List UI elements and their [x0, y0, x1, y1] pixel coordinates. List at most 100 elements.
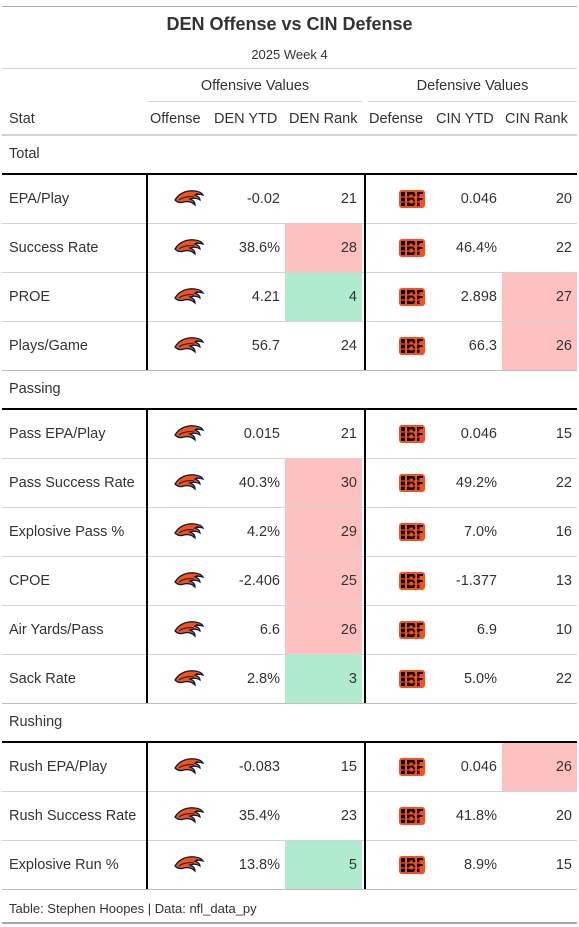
broncos-logo-icon: [148, 557, 230, 605]
group-header-total: Total: [2, 136, 577, 174]
den-ytd-cell: 2.8%: [214, 655, 285, 703]
den-ytd-cell-value: 4.2%: [246, 524, 280, 540]
table-row: Plays/Game 56.7 24 66.3 26: [2, 322, 577, 371]
cin-ytd-cell: 0.046: [436, 410, 502, 458]
den-rank-cell-value: 25: [340, 573, 357, 589]
group-header-rushing: Rushing: [2, 704, 577, 742]
stat-cell-value: Pass EPA/Play: [9, 426, 106, 442]
cin-rank-cell: 26: [502, 322, 577, 370]
row-divider: [2, 654, 577, 655]
table-row: Sack Rate 2.8% 3 5.0% 22: [2, 655, 577, 704]
col-header-stat: Stat: [9, 111, 35, 127]
bottom-rule: [2, 922, 577, 924]
den-ytd-cell: -0.02: [214, 175, 285, 223]
cin-rank-cell-value: 15: [555, 857, 572, 873]
cin-ytd-cell: 41.8%: [436, 792, 502, 840]
cin-rank-cell-value: 20: [555, 808, 572, 824]
cin-ytd-cell-value: 2.898: [460, 289, 497, 305]
table-row: Success Rate 38.6% 28 46.4% 22: [2, 224, 577, 273]
cin-rank-cell-value: 26: [555, 338, 572, 354]
cin-ytd-cell: 6.9: [436, 606, 502, 654]
table-row: Explosive Run % 13.8% 5 8.9% 15: [2, 841, 577, 890]
cin-rank-cell-value: 20: [555, 191, 572, 207]
group-header-passing: Passing: [2, 371, 577, 409]
row-divider: [2, 272, 577, 273]
stat-cell-value: Explosive Run %: [9, 857, 119, 873]
table-row: Pass EPA/Play 0.015 21 0.046 15: [2, 410, 577, 459]
table-row: Air Yards/Pass 6.6 26 6.9 10: [2, 606, 577, 655]
stat-cell-value: Rush EPA/Play: [9, 759, 108, 775]
defense-divider-line: [364, 742, 366, 889]
den-ytd-cell-value: 13.8%: [238, 857, 280, 873]
cin-rank-cell-value: 27: [555, 289, 572, 305]
den-ytd-cell-value: -0.083: [238, 759, 280, 775]
broncos-logo-icon: [148, 655, 230, 703]
row-divider: [2, 458, 577, 459]
den-rank-cell: 25: [285, 557, 362, 605]
den-rank-cell: 30: [285, 459, 362, 507]
table-row: Rush Success Rate 35.4% 23 41.8% 20: [2, 792, 577, 841]
den-ytd-cell-value: 4.21: [251, 289, 280, 305]
den-rank-cell-value: 21: [340, 426, 357, 442]
den-rank-cell-value: 30: [340, 475, 357, 491]
group-top-rule: [2, 741, 577, 743]
bengals-logo-icon: [366, 175, 458, 223]
cin-ytd-cell: 66.3: [436, 322, 502, 370]
cin-ytd-cell-value: 7.0%: [463, 524, 497, 540]
broncos-logo-icon: [148, 273, 230, 321]
defense-divider-line: [364, 409, 366, 703]
table-row: Rush EPA/Play -0.083 15 0.046 26: [2, 743, 577, 792]
den-rank-cell: 23: [285, 792, 362, 840]
broncos-logo-icon: [148, 606, 230, 654]
stat-cell: Pass Success Rate: [2, 459, 146, 507]
cin-rank-cell: 10: [502, 606, 577, 654]
stat-cell-value: Sack Rate: [9, 671, 76, 687]
table-row: CPOE -2.406 25 -1.377 13: [2, 557, 577, 606]
den-ytd-cell: 35.4%: [214, 792, 285, 840]
page-subtitle: 2025 Week 4: [251, 47, 328, 62]
col-header-cin-ytd: CIN YTD: [436, 111, 494, 127]
cin-rank-cell-value: 22: [555, 671, 572, 687]
den-ytd-cell-value: 0.015: [243, 426, 280, 442]
den-rank-cell: 21: [285, 410, 362, 458]
stat-cell-value: Plays/Game: [9, 338, 88, 354]
spanner-defensive-values: Defensive Values: [416, 78, 529, 94]
group-bottom-rule: [2, 889, 577, 890]
den-rank-cell: 15: [285, 743, 362, 791]
cin-rank-cell-value: 26: [555, 759, 572, 775]
den-ytd-cell-value: 6.6: [259, 622, 280, 638]
cin-rank-cell: 20: [502, 175, 577, 223]
cin-rank-cell: 13: [502, 557, 577, 605]
cin-rank-cell-value: 13: [555, 573, 572, 589]
cin-ytd-cell: 8.9%: [436, 841, 502, 889]
cin-ytd-cell-value: 6.9: [476, 622, 497, 638]
cin-rank-cell: 20: [502, 792, 577, 840]
cin-ytd-cell-value: 5.0%: [463, 671, 497, 687]
den-rank-cell-value: 29: [340, 524, 357, 540]
broncos-logo-icon: [148, 841, 230, 889]
spanner-offensive-line: [148, 101, 362, 102]
den-ytd-cell: 6.6: [214, 606, 285, 654]
cin-ytd-cell-value: 66.3: [468, 338, 497, 354]
cin-rank-cell-value: 10: [555, 622, 572, 638]
table-row: Pass Success Rate 40.3% 30 49.2% 22: [2, 459, 577, 508]
den-rank-cell-value: 26: [340, 622, 357, 638]
cin-rank-cell-value: 22: [555, 475, 572, 491]
broncos-logo-icon: [148, 224, 230, 272]
den-rank-cell-value: 5: [348, 857, 357, 873]
stat-cell-value: Explosive Pass %: [9, 524, 125, 540]
offense-divider-line: [146, 742, 148, 889]
den-rank-cell-value: 28: [340, 240, 357, 256]
stat-cell: Plays/Game: [2, 322, 146, 370]
stat-cell-value: EPA/Play: [9, 191, 70, 207]
den-ytd-cell: -0.083: [214, 743, 285, 791]
den-rank-cell: 28: [285, 224, 362, 272]
den-rank-cell: 26: [285, 606, 362, 654]
stat-cell: PROE: [2, 273, 146, 321]
row-divider: [2, 840, 577, 841]
bengals-logo-icon: [366, 273, 458, 321]
stat-cell: EPA/Play: [2, 175, 146, 223]
cin-ytd-cell-value: 46.4%: [455, 240, 497, 256]
table-source-note: Table: Stephen Hoopes | Data: nfl_data_p…: [9, 901, 257, 916]
den-ytd-cell: 56.7: [214, 322, 285, 370]
